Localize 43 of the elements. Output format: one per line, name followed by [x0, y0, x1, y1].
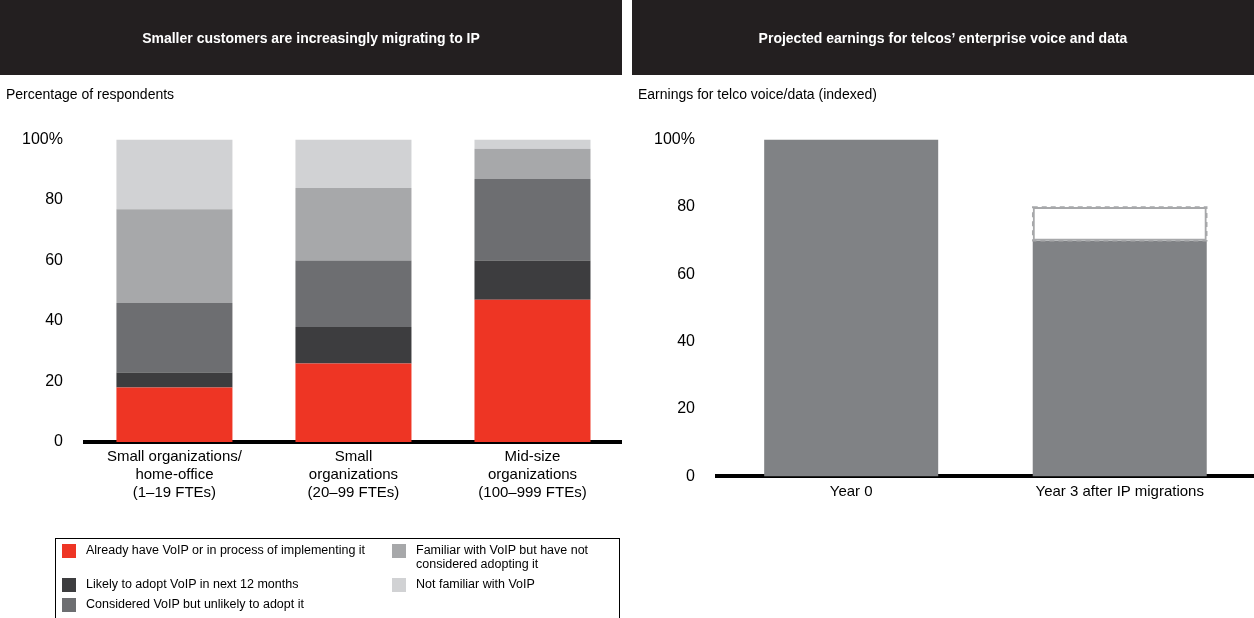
x-tick-label: Year 3 after IP migrations	[1035, 481, 1204, 499]
y-tick-label: 100%	[22, 130, 63, 148]
bar	[295, 363, 412, 442]
y-axis-title: Percentage of respondents	[6, 86, 175, 102]
legend-label: Likely to adopt VoIP in next 12 months	[86, 576, 299, 591]
bar	[295, 327, 412, 364]
y-axis-title: Earnings for telco voice/data (indexed)	[638, 86, 877, 102]
chart-title: Projected earnings for telcos’ enterprise voice and data	[632, 0, 1254, 75]
x-tick-label: Small organizations/ home-office (1–19 FTEs)	[106, 447, 243, 501]
y-tick-label: 20	[677, 399, 696, 417]
bar	[116, 372, 233, 388]
y-tick-label: 0	[686, 466, 696, 484]
y-tick-label: 0	[54, 432, 64, 450]
x-tick-label: Mid-size organizations (100–999 FTEs)	[478, 447, 587, 501]
bar	[474, 299, 591, 442]
bar	[474, 260, 591, 300]
bar	[295, 187, 412, 261]
bar	[116, 209, 233, 303]
y-tick-label: 100%	[654, 130, 695, 148]
legend-label: Considered VoIP but unlikely to adopt it	[86, 597, 304, 612]
bar	[295, 139, 412, 188]
bar	[295, 260, 412, 328]
bar	[474, 148, 591, 179]
x-tick-label: Year 0	[829, 481, 873, 499]
bar	[116, 387, 233, 442]
y-tick-label: 40	[677, 332, 696, 350]
y-tick-label: 80	[677, 197, 696, 215]
chart-title: Smaller customers are increasingly migrating to IP	[0, 0, 622, 75]
y-tick-label: 40	[45, 311, 64, 329]
bar	[764, 139, 939, 477]
legend-label: Familiar with VoIP but have not considered adopting it	[416, 543, 590, 571]
bar	[474, 139, 591, 149]
y-tick-label: 20	[45, 371, 64, 389]
bar	[116, 139, 233, 210]
legend-label: Already have VoIP or in process of implementing it	[86, 543, 366, 557]
y-tick-label: 80	[45, 190, 64, 208]
bar	[1032, 240, 1207, 477]
bar	[474, 178, 591, 261]
x-tick-label: Small organizations (20–99 FTEs)	[307, 447, 400, 501]
legend-label: Not familiar with VoIP	[416, 576, 535, 591]
y-tick-label: 60	[677, 264, 696, 282]
bar	[116, 302, 233, 373]
y-tick-label: 60	[45, 250, 64, 268]
